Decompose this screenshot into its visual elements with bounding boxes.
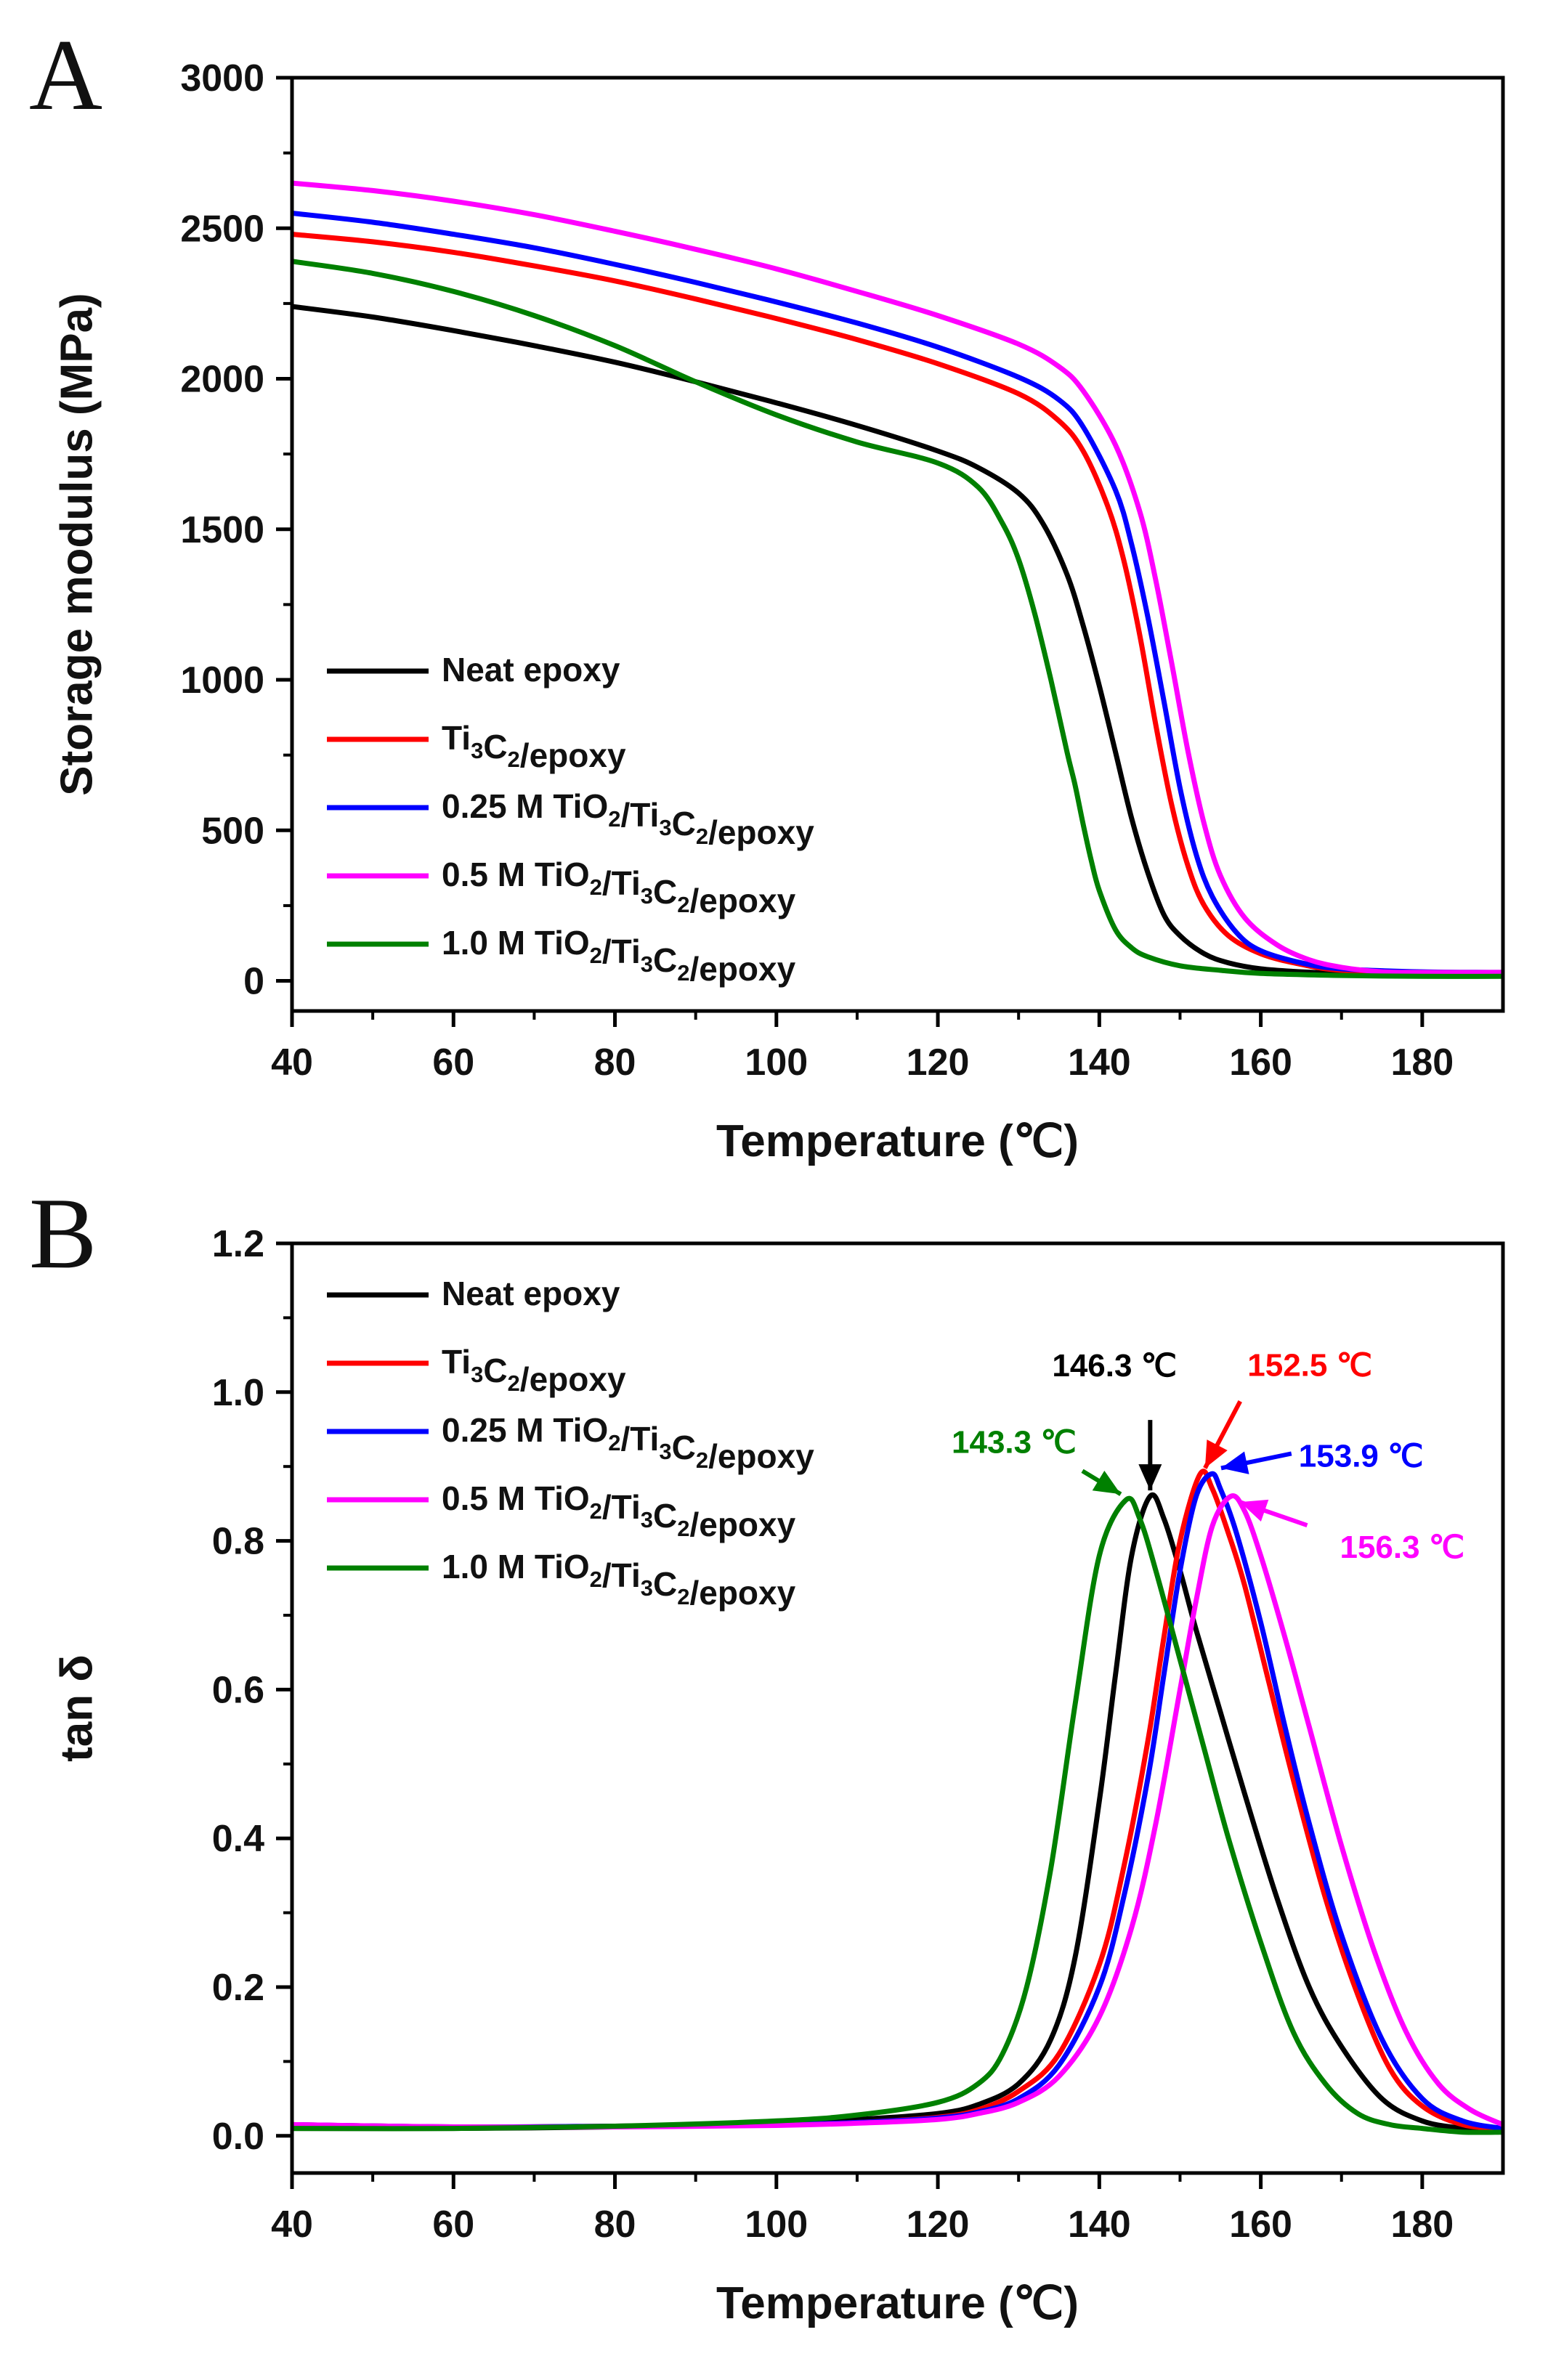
- x-axis-title-b: Temperature (℃): [716, 2278, 1079, 2328]
- x-tick-label-b-1: 60: [432, 2204, 474, 2246]
- y-tick-label-b-6: 1.2: [212, 1223, 264, 1265]
- annotation-arrowhead-2: [1221, 1451, 1249, 1474]
- legend-label-b-1: Ti3C2/epoxy: [442, 1343, 626, 1398]
- x-axis-title-a: Temperature (℃): [716, 1116, 1079, 1166]
- x-tick-label-b-0: 40: [271, 2204, 313, 2246]
- legend-a: Neat epoxy Ti3C2/epoxy 0.25 M TiO2/Ti3C2/e…: [327, 651, 814, 988]
- legend-label-a-1: Ti3C2/epoxy: [442, 719, 626, 774]
- legend-label-b-4: 1.0 M TiO2/Ti3C2/epoxy: [442, 1548, 796, 1612]
- series-line-b-3: [292, 1493, 1503, 2130]
- x-tick-label-a-6: 160: [1229, 1041, 1292, 1084]
- panel-a: A 40 60 80 100 120 140 160 180 0 500 1000 1500 2000 2…: [29, 19, 1505, 1166]
- annotation-label-2: 153.9 ℃: [1299, 1438, 1424, 1474]
- legend-label-a-2: 0.25 M TiO2/Ti3C2/epoxy: [442, 787, 814, 851]
- annotation-arrowhead-0: [1138, 1464, 1162, 1491]
- x-tick-label-a-4: 120: [907, 1041, 970, 1084]
- legend-b: Neat epoxy Ti3C2/epoxy 0.25 M TiO2/Ti3C2/e…: [327, 1275, 814, 1612]
- annotation-label-1: 152.5 ℃: [1247, 1347, 1372, 1383]
- legend-label-b-0: Neat epoxy: [442, 1275, 620, 1312]
- y-tick-label-b-1: 0.2: [212, 1967, 264, 2009]
- annotation-label-0: 146.3 ℃: [1052, 1348, 1177, 1384]
- series-line-a-0: [292, 304, 1503, 978]
- y-axis-title-b: tan δ: [52, 1654, 102, 1762]
- panel-letter-b: B: [29, 1177, 97, 1290]
- y-tick-label-b-0: 0.0: [212, 2116, 264, 2158]
- y-tick-label-a-3: 1500: [180, 509, 264, 551]
- legend-label-a-4: 1.0 M TiO2/Ti3C2/epoxy: [442, 924, 796, 988]
- y-tick-label-a-0: 0: [243, 961, 264, 1003]
- y-tick-label-a-4: 2000: [180, 359, 264, 401]
- y-tick-label-b-2: 0.4: [212, 1818, 264, 1860]
- x-tick-label-b-2: 80: [594, 2204, 636, 2246]
- series-line-b-0: [292, 1492, 1503, 2135]
- series-line-a-1: [292, 232, 1503, 977]
- y-tick-label-a-5: 2500: [180, 208, 264, 250]
- x-tick-label-b-4: 120: [907, 2204, 970, 2246]
- annotation-arrowhead-4: [1092, 1470, 1121, 1495]
- y-tick-label-a-2: 1000: [180, 659, 264, 702]
- legend-label-a-3: 0.5 M TiO2/Ti3C2/epoxy: [442, 856, 796, 919]
- legend-label-b-3: 0.5 M TiO2/Ti3C2/epoxy: [442, 1479, 796, 1543]
- x-tick-label-a-5: 140: [1068, 1041, 1131, 1084]
- plot-b-frame: [290, 1241, 1505, 2175]
- y-tick-label-a-6: 3000: [180, 57, 264, 99]
- plot-b-lines: [292, 1469, 1503, 2135]
- panel-letter-a: A: [29, 19, 102, 131]
- x-tick-label-b-5: 140: [1068, 2204, 1131, 2246]
- y-tick-label-a-1: 500: [201, 810, 264, 852]
- panel-b: B 40 60 80 100 120 140 160 180 0.0 0.2 0.4 0.6 0.8 1.…: [29, 1177, 1505, 2328]
- x-tick-label-a-2: 80: [594, 1041, 636, 1084]
- x-tick-label-a-3: 100: [745, 1041, 808, 1084]
- annotation-arrowhead-3: [1240, 1499, 1269, 1522]
- annotation-label-3: 156.3 ℃: [1340, 1530, 1464, 1565]
- y-tick-label-b-4: 0.8: [212, 1521, 264, 1563]
- plot-b-ticks: 40 60 80 100 120 140 160 180 0.0 0.2 0.4 0.6 0.8 1.0 1…: [212, 1223, 1454, 2246]
- annotation-arrowhead-1: [1204, 1439, 1228, 1469]
- x-tick-label-b-3: 100: [745, 2204, 808, 2246]
- x-tick-label-a-1: 60: [432, 1041, 474, 1084]
- x-tick-label-b-7: 180: [1390, 2204, 1454, 2246]
- legend-label-a-0: Neat epoxy: [442, 651, 620, 689]
- peak-annotations: 146.3 ℃ 152.5 ℃ 153.9 ℃ 156.3 ℃ 143.3 ℃: [952, 1347, 1464, 1565]
- plot-a-frame: [290, 76, 1505, 1013]
- x-tick-label-a-0: 40: [271, 1041, 313, 1084]
- series-line-a-2: [292, 211, 1503, 975]
- y-tick-label-b-3: 0.6: [212, 1669, 264, 1711]
- plot-a-ticks: 40 60 80 100 120 140 160 180 0 500 1000 1500 2000 250…: [180, 57, 1454, 1084]
- x-tick-label-b-6: 160: [1229, 2204, 1292, 2246]
- x-tick-label-a-7: 180: [1390, 1041, 1454, 1084]
- y-tick-label-b-5: 1.0: [212, 1372, 264, 1414]
- annotation-label-4: 143.3 ℃: [952, 1424, 1077, 1460]
- legend-label-b-2: 0.25 M TiO2/Ti3C2/epoxy: [442, 1411, 814, 1475]
- plot-a-lines: [292, 180, 1503, 979]
- y-axis-title-a: Storage modulus (MPa): [52, 293, 102, 795]
- series-line-a-4: [292, 259, 1503, 979]
- series-line-b-4: [292, 1495, 1503, 2135]
- series-line-a-3: [292, 180, 1503, 975]
